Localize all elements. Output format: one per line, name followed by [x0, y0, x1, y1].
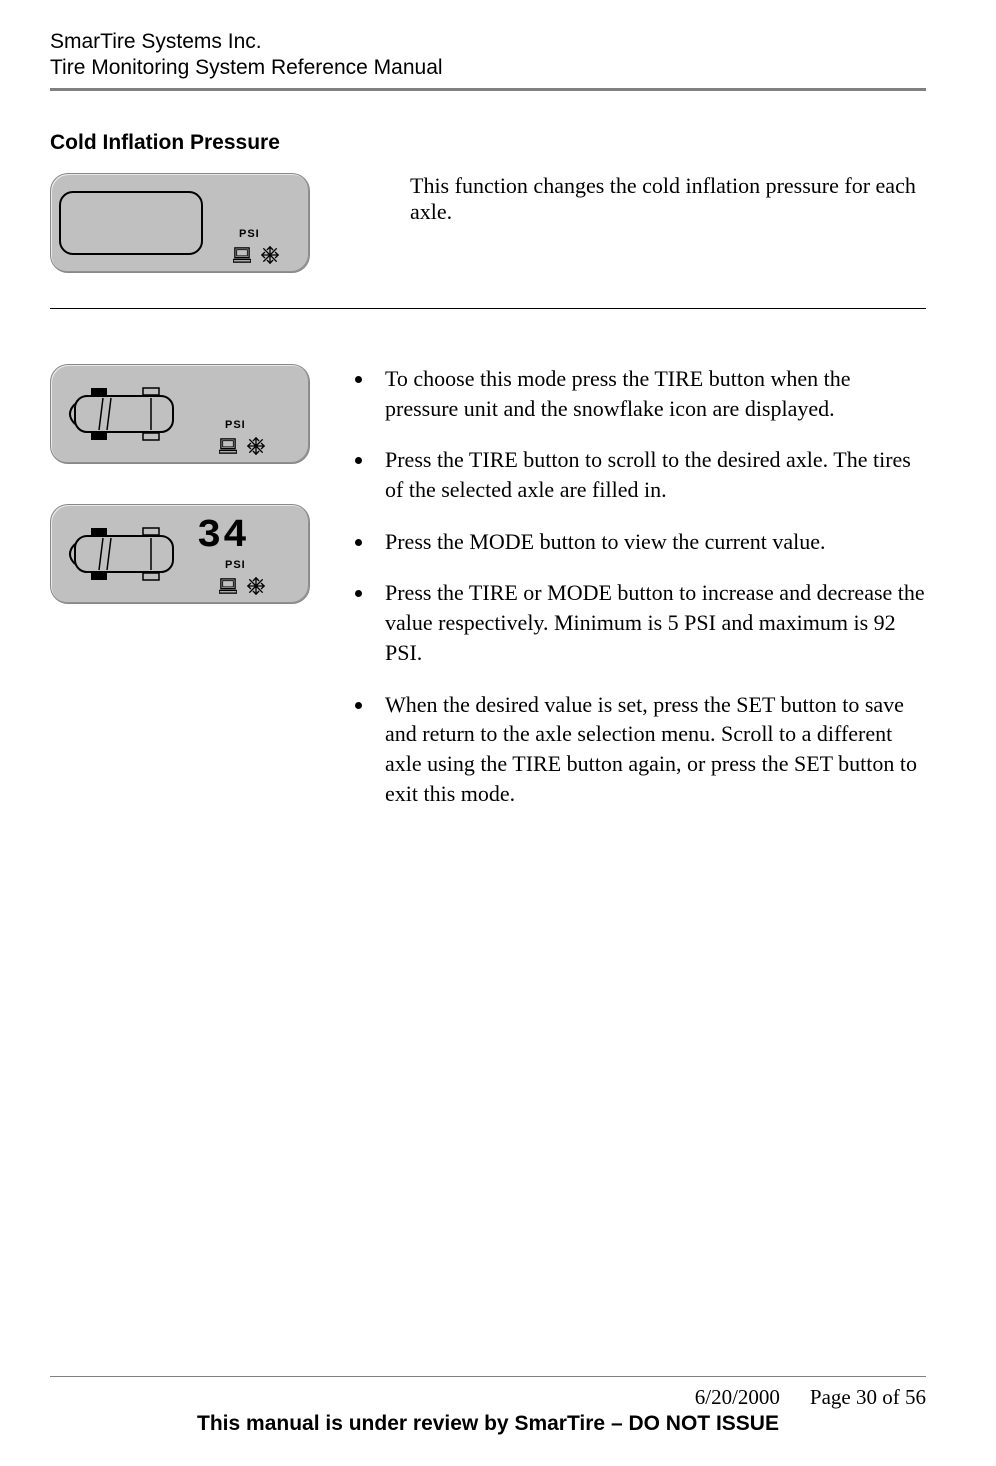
computer-icon	[219, 578, 237, 594]
step-4: Press the TIRE or MODE button to increas…	[375, 578, 926, 667]
snowflake-icon	[247, 577, 265, 595]
lcd1-psi-label: PSI	[239, 228, 260, 240]
section-title: Cold Inflation Pressure	[50, 131, 926, 155]
footer-date: 6/20/2000	[695, 1385, 780, 1410]
lcd3-digits: 34	[197, 517, 249, 557]
step-5: When the desired value is set, press the…	[375, 690, 926, 809]
footer-note: This manual is under review by SmarTire …	[50, 1412, 926, 1436]
snowflake-icon	[261, 246, 279, 264]
lcd-display-3: 34 PSI	[50, 504, 310, 604]
header-rule	[50, 88, 926, 91]
step-2: Press the TIRE button to scroll to the d…	[375, 445, 926, 504]
lcd-display-1: PSI	[50, 173, 310, 273]
section-intro-text: This function changes the cold inflation…	[340, 173, 926, 225]
footer-page: Page 30 of 56	[810, 1385, 926, 1410]
section-divider	[50, 308, 926, 309]
steps-list: To choose this mode press the TIRE butto…	[340, 364, 926, 808]
lcd3-psi-label: PSI	[225, 559, 246, 571]
car-top-view-icon	[59, 526, 189, 582]
step-1: To choose this mode press the TIRE butto…	[375, 364, 926, 423]
lcd2-psi-label: PSI	[225, 419, 246, 431]
computer-icon	[233, 247, 251, 263]
footer-rule	[50, 1376, 926, 1377]
snowflake-icon	[247, 437, 265, 455]
computer-icon	[219, 438, 237, 454]
lcd-display-2: PSI	[50, 364, 310, 464]
lcd1-blank-rect	[59, 191, 203, 255]
header-company: SmarTire Systems Inc.	[50, 30, 926, 54]
car-top-view-icon	[59, 386, 189, 442]
header-doc-title: Tire Monitoring System Reference Manual	[50, 56, 926, 80]
step-3: Press the MODE button to view the curren…	[375, 527, 926, 557]
